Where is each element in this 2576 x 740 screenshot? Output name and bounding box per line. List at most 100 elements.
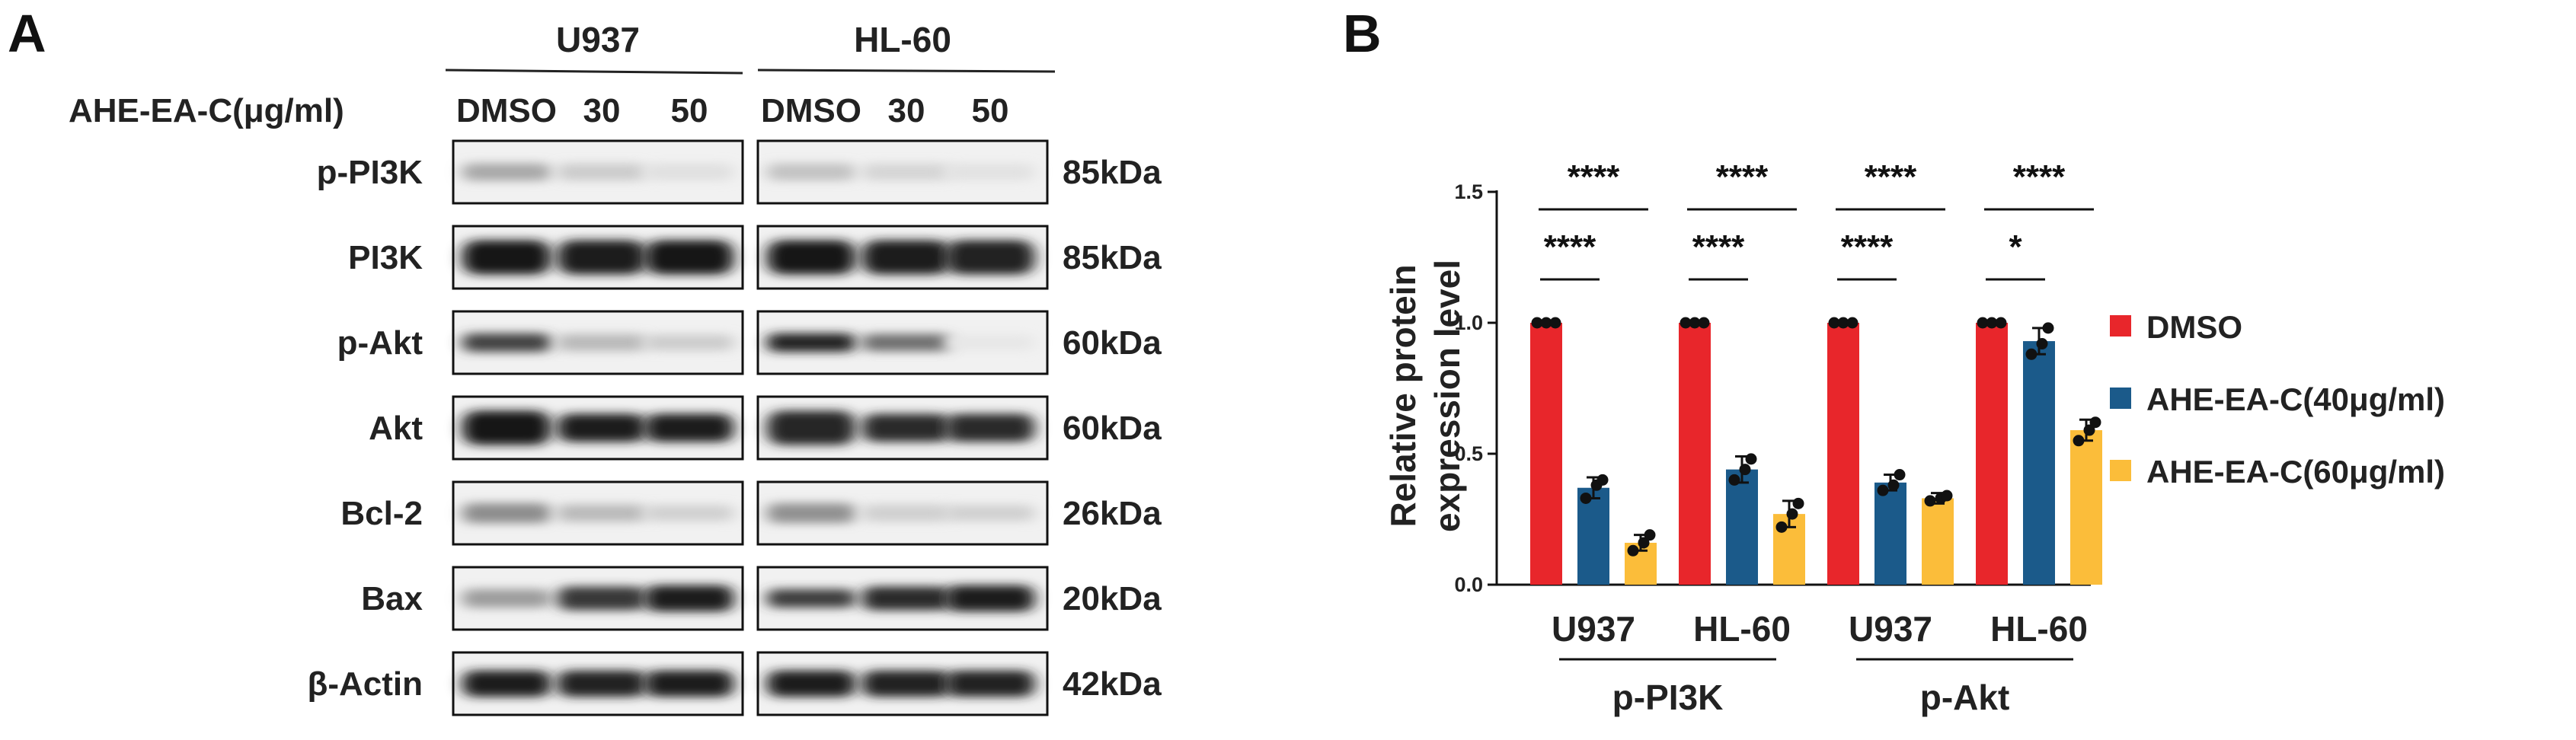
bar-chart: Relative protein expression level 0.0 0.5 1.…: [1383, 158, 2445, 717]
data-point: [1698, 317, 1710, 329]
western-blot-panel: U937 HL-60 AHE-EA-C(μg/ml) DMSO DMSO 30 30 50 50…: [69, 20, 1162, 716]
treatment-label: AHE-EA-C(μg/ml): [69, 92, 344, 129]
y-axis-label: Relative protein expression level: [1383, 260, 1467, 532]
blot-band: [767, 502, 855, 524]
y-axis-label-line: expression level: [1427, 260, 1467, 532]
x-category-label: U937: [1552, 609, 1635, 649]
cell-line-label: U937: [556, 20, 640, 59]
panel-b-letter: B: [1343, 4, 1382, 63]
molecular-weight-label: 20kDa: [1063, 580, 1162, 617]
blot-band: [862, 586, 951, 611]
blot-band: [862, 670, 951, 697]
blot-frame: [452, 310, 744, 375]
data-point: [2042, 322, 2054, 334]
blot-band: [946, 413, 1034, 442]
blot-frame: [756, 395, 1049, 461]
y-tick-label: 0.5: [1454, 442, 1483, 465]
blot-band: [558, 240, 646, 275]
lane-label: 50: [972, 92, 1009, 129]
data-point: [1739, 464, 1751, 476]
data-point: [1627, 544, 1639, 557]
blot-band: [462, 588, 551, 608]
blot-band: [645, 505, 733, 522]
blot-band: [767, 333, 855, 352]
blot-band: [862, 504, 951, 522]
legend-label: AHE-EA-C(40μg/ml): [2146, 381, 2445, 417]
blot-band: [462, 240, 551, 275]
bar: [1827, 323, 1859, 585]
data-point: [1728, 474, 1740, 486]
data-point: [1786, 508, 1798, 520]
data-point: [1680, 317, 1692, 329]
protein-label: p-Akt: [337, 324, 423, 362]
blot-band: [767, 163, 855, 181]
blot-band: [645, 163, 733, 181]
molecular-weight-label: 60kDa: [1063, 410, 1162, 447]
bar: [1726, 469, 1758, 585]
blot-band: [462, 410, 551, 445]
x-category-label: HL-60: [1693, 609, 1791, 649]
panel-a-letter: A: [8, 4, 46, 63]
bar: [1679, 323, 1711, 585]
molecular-weight-label: 26kDa: [1063, 495, 1162, 532]
blot-frame: [756, 651, 1049, 716]
y-tick-label: 0.0: [1454, 573, 1483, 596]
protein-label: p-PI3K: [317, 154, 423, 191]
protein-label: PI3K: [348, 239, 423, 276]
data-point: [1638, 537, 1650, 549]
data-point: [1837, 317, 1849, 329]
blot-band: [862, 333, 951, 352]
blot-band: [558, 413, 646, 442]
data-point: [1531, 317, 1543, 329]
protein-label: Bax: [361, 580, 423, 617]
cell-line-rule: [757, 69, 1056, 73]
data-point: [1828, 317, 1840, 329]
blot-band: [558, 670, 646, 697]
protein-label: Akt: [369, 410, 423, 447]
y-tick-label: 1.5: [1454, 180, 1483, 203]
significance-label: *: [2009, 228, 2022, 266]
blot-band: [946, 334, 1034, 351]
blot-band: [946, 240, 1034, 275]
bar: [2023, 341, 2055, 585]
data-point: [1977, 317, 1989, 329]
data-point: [1941, 490, 1953, 502]
lane-label: 30: [583, 92, 621, 129]
data-point: [1596, 474, 1609, 486]
blot-frame: [756, 480, 1049, 546]
significance-label: ****: [1692, 228, 1745, 266]
blot-band: [862, 240, 951, 275]
significance-label: ****: [2013, 158, 2066, 196]
data-point: [1644, 529, 1656, 541]
blot-frame: [756, 566, 1049, 631]
blot-frame: [756, 225, 1049, 290]
blot-frame: [452, 225, 744, 290]
data-point: [2036, 338, 2048, 350]
y-tick-label: 1.0: [1454, 311, 1483, 334]
legend-swatch: [2110, 388, 2131, 409]
blot-band: [462, 163, 551, 181]
molecular-weight-label: 42kDa: [1063, 665, 1162, 703]
blot-band: [767, 588, 855, 608]
significance-label: ****: [1568, 158, 1620, 196]
molecular-weight-label: 85kDa: [1063, 239, 1162, 276]
blot-frame: [452, 566, 744, 631]
blot-band: [862, 413, 951, 442]
bar: [1976, 323, 2008, 585]
data-point: [2025, 348, 2037, 360]
y-axis-label-line: Relative protein: [1383, 264, 1423, 527]
data-point: [1995, 317, 2007, 329]
molecular-weight-label: 60kDa: [1063, 324, 1162, 362]
blot-band: [645, 334, 733, 351]
protein-label: β-Actin: [307, 665, 423, 703]
blot-band: [558, 333, 646, 352]
x-group-label: p-PI3K: [1612, 678, 1724, 717]
data-point: [2083, 424, 2095, 436]
blot-band: [946, 163, 1034, 181]
data-point: [1924, 495, 1936, 507]
blot-band: [767, 670, 855, 697]
legend-label: AHE-EA-C(60μg/ml): [2146, 454, 2445, 490]
blot-frame: [452, 395, 744, 461]
data-point: [1894, 469, 1906, 481]
